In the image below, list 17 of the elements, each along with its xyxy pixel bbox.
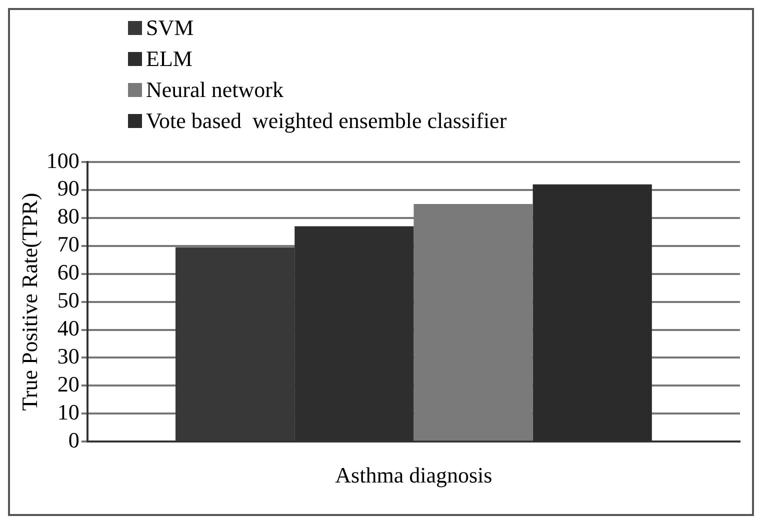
y-tick-label: 90	[57, 176, 80, 201]
y-axis-title: True Positive Rate(TPR)	[16, 192, 42, 411]
y-tick-label: 50	[57, 288, 80, 313]
y-tick-label: 70	[57, 232, 80, 257]
y-tick-label: 30	[57, 344, 80, 368]
legend-label: Vote based weighted ensemble classifier	[146, 107, 507, 135]
y-tick-label: 60	[57, 260, 80, 285]
legend-label: Neural network	[146, 76, 284, 104]
y-tick-label: 10	[57, 399, 80, 424]
x-tick-label: Asthma diagnosis	[335, 462, 492, 488]
legend-label: ELM	[146, 45, 192, 73]
legend-label: SVM	[146, 14, 194, 42]
y-tick-label: 40	[57, 316, 80, 341]
y-tick-label: 0	[68, 427, 80, 452]
y-tick-label: 80	[57, 204, 80, 229]
y-tick-label: 20	[57, 371, 80, 396]
y-tick-label: 100	[46, 148, 80, 173]
